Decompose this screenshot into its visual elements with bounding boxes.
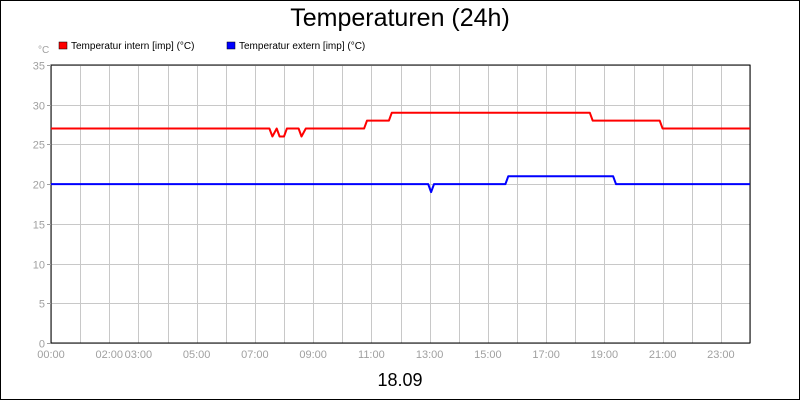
y-tick-label: 0 <box>39 339 45 351</box>
y-tick-label: 30 <box>33 101 45 113</box>
x-tick-label: 17:00 <box>532 349 560 361</box>
series-lines <box>51 111 750 194</box>
series-line-1 <box>51 175 750 194</box>
x-tick-label: 15:00 <box>474 349 502 361</box>
x-tick-label: 19:00 <box>591 349 619 361</box>
gridlines <box>51 65 751 344</box>
y-tick-label: 10 <box>33 260 45 272</box>
y-tick-label: 5 <box>39 299 45 311</box>
y-tick-label: 15 <box>33 220 45 232</box>
y-unit-label: °C <box>38 45 49 56</box>
y-tick-label: 35 <box>33 61 45 73</box>
x-tick-label: 07:00 <box>241 349 269 361</box>
x-tick-label: 05:00 <box>183 349 211 361</box>
x-tick-label: 11:00 <box>358 349 385 361</box>
legend-label-0: Temperatur intern [imp] (°C) <box>71 41 194 52</box>
x-tick-label: 21:00 <box>649 349 677 361</box>
x-tick-label: 23:00 <box>707 349 735 361</box>
x-tick-label: 13:00 <box>416 349 444 361</box>
x-tick-label: 03:00 <box>125 349 153 361</box>
plot-area <box>50 64 751 344</box>
x-tick-label: 09:00 <box>299 349 327 361</box>
chart-title: Temperaturen (24h) <box>290 4 510 32</box>
legend: Temperatur intern [imp] (°C) Temperatur e… <box>58 41 365 52</box>
legend-label-1: Temperatur extern [imp] (°C) <box>239 41 365 52</box>
y-tick-label: 20 <box>33 180 45 192</box>
y-tick-label: 25 <box>33 140 45 152</box>
y-axis: 0 5 10 15 20 25 30 35 <box>33 61 51 351</box>
x-tick-label: 00:00 <box>37 349 65 361</box>
series-line-0 <box>51 111 750 138</box>
legend-swatch-1 <box>226 41 236 50</box>
date-label: 18.09 <box>377 370 423 390</box>
x-axis: 00:00 02:00 03:00 05:00 07:00 09:00 11:00 13:00… <box>37 349 734 361</box>
x-tick-label: 02:00 <box>95 349 123 361</box>
legend-swatch-0 <box>58 41 68 50</box>
